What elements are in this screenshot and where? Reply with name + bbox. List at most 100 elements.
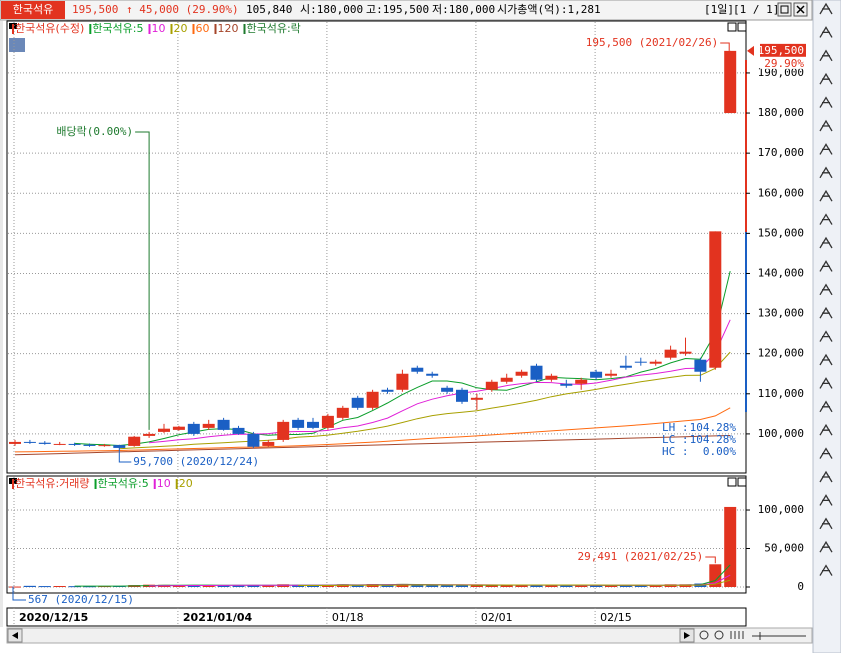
candle-body bbox=[113, 445, 126, 448]
icon bbox=[684, 632, 690, 639]
volume-bar bbox=[560, 585, 573, 587]
change-badge-bg bbox=[760, 56, 806, 69]
change: ↑ 45,000 (29.90%) bbox=[126, 3, 239, 16]
ma-line bbox=[74, 270, 731, 447]
zoom-in[interactable] bbox=[714, 630, 724, 640]
stock-name: 한국석유 bbox=[13, 3, 53, 16]
panel-close[interactable] bbox=[737, 22, 747, 32]
annotation-arrow bbox=[118, 451, 132, 463]
volume-bar bbox=[68, 586, 81, 588]
candle-body bbox=[83, 444, 96, 446]
candle-body bbox=[277, 421, 290, 440]
volume-bar bbox=[426, 585, 439, 587]
candle-body bbox=[560, 383, 573, 386]
y-tick-label: 140,000 bbox=[758, 266, 804, 279]
volume-bar bbox=[247, 585, 260, 587]
zoom-out[interactable] bbox=[699, 630, 709, 640]
x-tick-label: 2020/12/15 bbox=[19, 611, 88, 624]
volume-bar bbox=[441, 585, 454, 587]
candle-body bbox=[381, 389, 394, 392]
legend-entry: 한국석유(수정) bbox=[15, 22, 84, 35]
stat-label: HC : bbox=[662, 445, 689, 458]
open: 시:180,000 bbox=[300, 3, 363, 16]
candle-body bbox=[694, 359, 707, 372]
volume-panel bbox=[6, 475, 747, 594]
volume-bar bbox=[545, 585, 558, 587]
legend-entry: 20 bbox=[179, 477, 193, 490]
ma-line bbox=[119, 351, 731, 450]
volume-bar bbox=[575, 585, 588, 587]
y-tick-label: 180,000 bbox=[758, 106, 804, 119]
volume-bar bbox=[634, 585, 647, 587]
y-tick-label: 130,000 bbox=[758, 307, 804, 320]
tool-icon bbox=[819, 353, 833, 366]
header-bar bbox=[0, 0, 813, 21]
scrollbar[interactable] bbox=[6, 627, 813, 644]
stock-name-box[interactable] bbox=[1, 1, 65, 19]
tool-icon bbox=[819, 49, 833, 62]
hoga-button[interactable] bbox=[9, 38, 25, 52]
legend-marker bbox=[192, 24, 195, 34]
restore-button[interactable] bbox=[777, 2, 792, 17]
volume-bar bbox=[485, 584, 498, 587]
candle-body bbox=[709, 231, 722, 368]
tool-icon bbox=[819, 330, 833, 342]
candle-body bbox=[515, 371, 528, 376]
high: 고:195,500 bbox=[366, 3, 429, 16]
legend-entry: 20 bbox=[174, 22, 188, 35]
candle-body bbox=[530, 365, 543, 380]
tool-icon bbox=[819, 447, 833, 459]
tool-icon bbox=[819, 564, 833, 576]
candle-body bbox=[485, 381, 498, 390]
zoom-slider[interactable] bbox=[752, 632, 806, 640]
tool-icon bbox=[819, 283, 833, 296]
panel-max[interactable] bbox=[727, 477, 737, 487]
y-tick-label: 190,000 bbox=[758, 66, 804, 79]
tool-icon bbox=[819, 166, 833, 179]
annotation-arrow bbox=[135, 131, 150, 430]
volume-bar bbox=[307, 585, 319, 587]
annotation: 567 (2020/12/15) bbox=[28, 593, 134, 606]
legend-marker bbox=[243, 24, 246, 34]
candle-body bbox=[575, 379, 588, 384]
legend-entry: 한국석유:락 bbox=[247, 22, 301, 35]
panel-close[interactable] bbox=[737, 477, 747, 487]
candle-body bbox=[411, 367, 424, 372]
tool-icon bbox=[819, 306, 833, 319]
annotation: 배당락(0.00%) bbox=[56, 125, 133, 138]
volume-bar bbox=[530, 584, 543, 587]
zoom-all[interactable] bbox=[730, 631, 744, 639]
tool-icons bbox=[819, 2, 833, 576]
volume-bar bbox=[262, 585, 275, 587]
candle-body bbox=[336, 407, 349, 418]
tool-icon bbox=[819, 377, 833, 389]
y-tick-label: 50,000 bbox=[764, 542, 804, 555]
candle-body bbox=[262, 441, 275, 446]
volume-bar bbox=[83, 586, 96, 588]
period[interactable]: [1일] bbox=[704, 2, 734, 16]
candle-body bbox=[143, 433, 156, 436]
stat-value: 104.28% bbox=[690, 433, 737, 446]
annotation: 195,500 (2021/02/26) bbox=[586, 36, 718, 49]
volume-bar bbox=[9, 586, 21, 588]
volume-bar bbox=[500, 585, 513, 587]
candle-body bbox=[724, 50, 737, 114]
panel-max[interactable] bbox=[727, 22, 737, 32]
legend-entry: 120 bbox=[218, 22, 239, 35]
candle-body bbox=[9, 441, 21, 444]
volume-bar bbox=[590, 585, 603, 587]
last-price-badge bbox=[760, 43, 806, 57]
icon bbox=[12, 632, 18, 639]
last-change-label: 29.90% bbox=[764, 57, 804, 70]
legend-entry: 10 bbox=[157, 477, 171, 490]
annotation-arrow bbox=[720, 42, 730, 51]
page-indicator: [1 / 1] bbox=[733, 3, 779, 16]
legend-marker bbox=[12, 479, 14, 489]
left-edge bbox=[0, 21, 3, 627]
last-price-label: 195,500 bbox=[758, 44, 804, 57]
volume-bar bbox=[456, 585, 468, 587]
y-tick-label: 110,000 bbox=[758, 387, 804, 400]
candle-body bbox=[217, 419, 230, 430]
stat-value: 104.28% bbox=[690, 421, 737, 434]
